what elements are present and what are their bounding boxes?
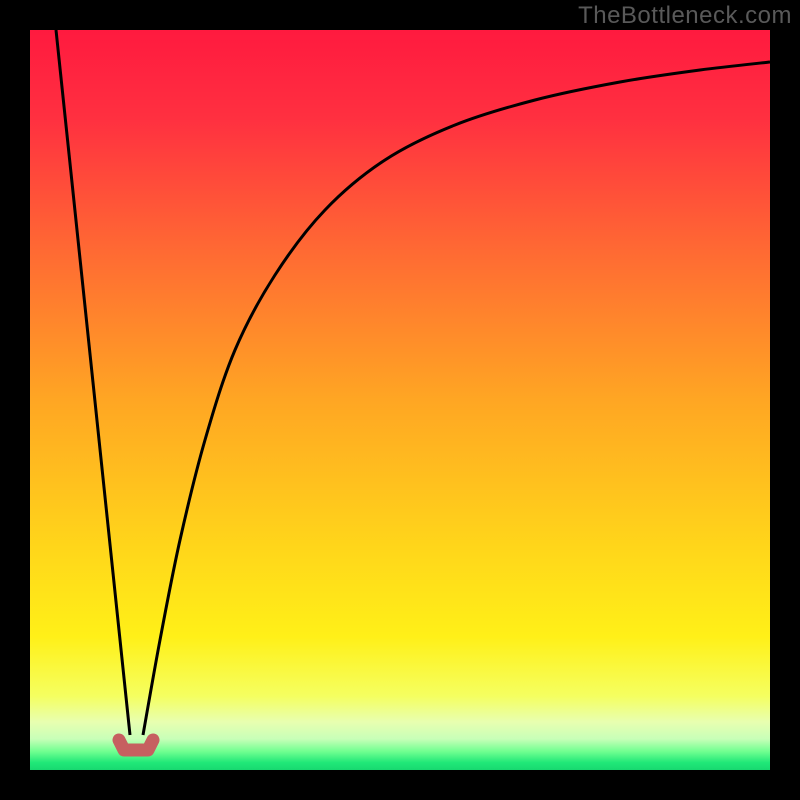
- bottleneck-chart: [0, 0, 800, 800]
- frame-border-left: [0, 0, 30, 800]
- frame-border-right: [770, 0, 800, 800]
- chart-stage: TheBottleneck.com: [0, 0, 800, 800]
- watermark-text: TheBottleneck.com: [578, 2, 792, 30]
- plot-background: [30, 30, 770, 770]
- frame-border-bottom: [0, 770, 800, 800]
